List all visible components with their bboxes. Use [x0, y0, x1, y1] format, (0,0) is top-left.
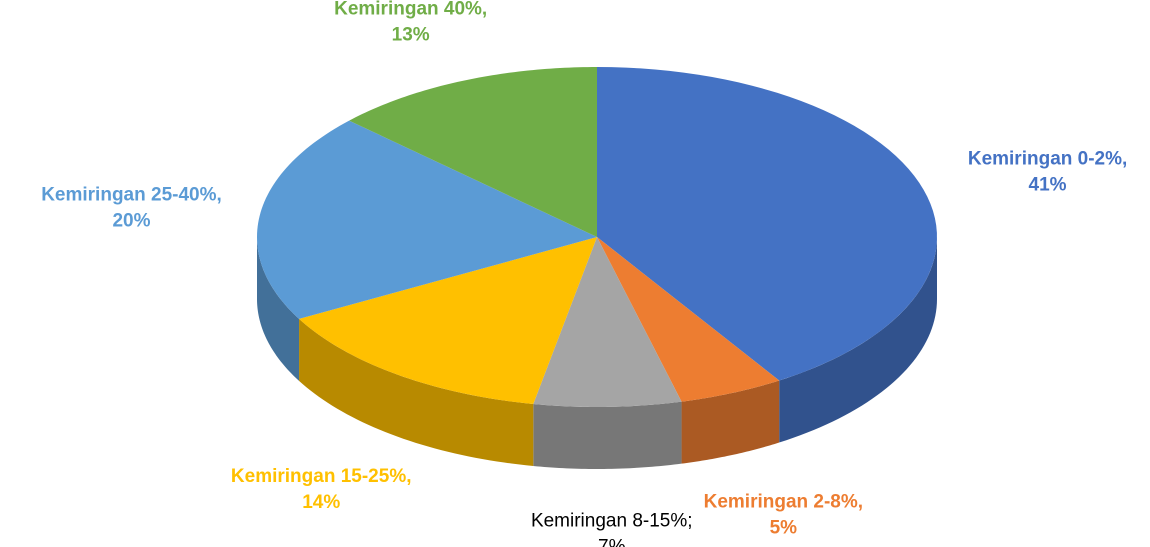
category-label: Kemiringan 8-15%;: [531, 510, 693, 531]
category-label: Kemiringan 0-2%,: [968, 149, 1127, 170]
value-label: 13%: [392, 25, 430, 46]
pie-slice: [299, 237, 597, 404]
value-label: 14%: [302, 492, 340, 513]
pie-slice: [533, 237, 682, 407]
value-label: 7%: [598, 536, 626, 547]
pie-slice: [597, 67, 937, 381]
value-label: 5%: [770, 517, 798, 538]
pie-side: [681, 380, 780, 464]
pie-side: [779, 237, 937, 443]
value-label: 20%: [112, 211, 150, 232]
data-label: Kemiringan 0-2%, 41%: [968, 149, 1127, 196]
data-label: Kemiringan 8-15%; 7%: [531, 510, 693, 547]
category-label: Kemiringan 15-25%,: [231, 466, 412, 487]
category-label: Kemiringan 40%,: [334, 0, 487, 20]
data-label: Kemiringan 2-8%, 5%: [704, 491, 863, 538]
data-label: Kemiringan 15-25%, 14%: [231, 466, 412, 513]
category-label: Kemiringan 2-8%,: [704, 491, 863, 512]
pie-slice: [257, 120, 597, 319]
data-label: Kemiringan 40%, 13%: [334, 0, 487, 46]
pie-side: [299, 318, 534, 466]
pie-slice: [349, 67, 597, 237]
data-label: Kemiringan 25-40%, 20%: [41, 185, 222, 232]
pie-side: [257, 237, 300, 381]
value-label: 41%: [1029, 175, 1067, 196]
pie-side: [533, 401, 682, 469]
pie-slice: [597, 237, 780, 402]
category-label: Kemiringan 25-40%,: [41, 185, 222, 206]
